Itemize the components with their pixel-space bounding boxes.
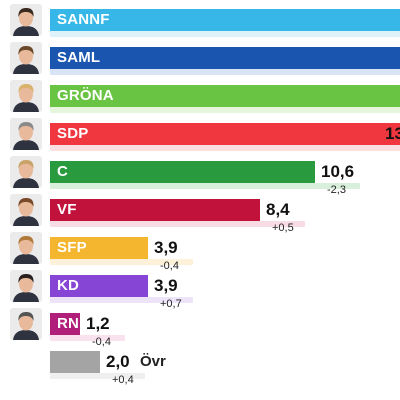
party-label: GRÖNA bbox=[57, 87, 114, 104]
bar-saml bbox=[50, 47, 400, 69]
party-label: SFP bbox=[57, 239, 87, 256]
party-label: C bbox=[57, 163, 69, 180]
party-leader-avatar bbox=[10, 194, 42, 226]
value-label: 13 bbox=[385, 124, 400, 143]
person-icon bbox=[10, 308, 42, 340]
party-leader-avatar bbox=[10, 232, 42, 264]
bar-kd bbox=[50, 275, 148, 297]
bar-shadow bbox=[50, 297, 193, 303]
party-leader-avatar bbox=[10, 118, 42, 150]
bar-shadow bbox=[50, 145, 400, 151]
party-leader-avatar bbox=[10, 308, 42, 340]
change-label: +0,4 bbox=[112, 374, 134, 386]
person-icon bbox=[10, 194, 42, 226]
party-label: SAML bbox=[57, 49, 101, 66]
party-label: SANNF bbox=[57, 11, 110, 28]
bar-vf bbox=[50, 199, 260, 221]
party-label: RN bbox=[57, 315, 80, 332]
bar-sfp bbox=[50, 237, 148, 259]
value-label: 2,0 bbox=[106, 352, 130, 371]
value-label: 3,9 bbox=[154, 238, 178, 257]
change-label: +0,7 bbox=[160, 298, 182, 310]
change-label: -0,4 bbox=[92, 336, 111, 348]
person-icon bbox=[10, 4, 42, 36]
bar-rn bbox=[50, 313, 80, 335]
other-parties-label: Övr bbox=[140, 353, 166, 370]
bar-shadow bbox=[50, 31, 400, 37]
party-leader-avatar bbox=[10, 4, 42, 36]
bar-sannf bbox=[50, 9, 400, 31]
party-leader-avatar bbox=[10, 42, 42, 74]
change-label: +0,5 bbox=[272, 222, 294, 234]
value-label: 10,6 bbox=[321, 162, 355, 181]
bar-shadow bbox=[50, 335, 125, 341]
party-leader-avatar bbox=[10, 80, 42, 112]
bar-sdp bbox=[50, 123, 400, 145]
person-icon bbox=[10, 118, 42, 150]
party-leader-avatar bbox=[10, 156, 42, 188]
person-icon bbox=[10, 156, 42, 188]
bar-shadow bbox=[50, 107, 400, 113]
party-label: KD bbox=[57, 277, 80, 294]
person-icon bbox=[10, 80, 42, 112]
bar-shadow bbox=[50, 259, 193, 265]
bar-gröna bbox=[50, 85, 400, 107]
value-label: 3,9 bbox=[154, 276, 178, 295]
bar-shadow bbox=[50, 69, 400, 75]
party-label: VF bbox=[57, 201, 77, 218]
change-label: -0,4 bbox=[160, 260, 179, 272]
bar-shadow bbox=[50, 183, 360, 189]
value-label: 1,2 bbox=[86, 314, 110, 333]
bar-other bbox=[50, 351, 100, 373]
party-leader-avatar bbox=[10, 270, 42, 302]
person-icon bbox=[10, 270, 42, 302]
change-label: -2,3 bbox=[327, 184, 346, 196]
bar-c bbox=[50, 161, 315, 183]
person-icon bbox=[10, 232, 42, 264]
person-icon bbox=[10, 42, 42, 74]
party-label: SDP bbox=[57, 125, 89, 142]
value-label: 8,4 bbox=[266, 200, 290, 219]
bar-shadow bbox=[50, 373, 145, 379]
bar-shadow bbox=[50, 221, 305, 227]
